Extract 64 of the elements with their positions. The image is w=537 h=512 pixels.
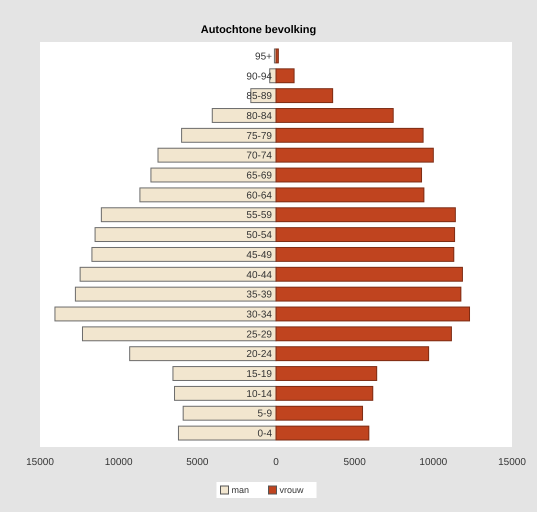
y-tick-label: 25-29 (246, 329, 272, 340)
y-tick-label: 10-14 (246, 388, 272, 400)
bar (276, 426, 370, 441)
legend-label: man (232, 485, 250, 496)
bar (276, 187, 424, 202)
y-tick-label: 40-44 (246, 270, 272, 281)
bar (276, 68, 295, 84)
y-tick-label: 75-79 (246, 130, 272, 142)
bar (158, 148, 276, 163)
bar (276, 266, 463, 282)
y-tick-label: 45-49 (246, 250, 272, 261)
bar (100, 207, 276, 222)
bar (94, 227, 276, 242)
x-tick-label: 15000 (26, 457, 54, 468)
y-tick-label: 95+ (255, 51, 272, 62)
bar (276, 326, 452, 342)
y-tick-label: 50-54 (246, 230, 272, 242)
bar (276, 406, 364, 421)
bar (276, 306, 470, 322)
bar (276, 386, 374, 401)
bar (150, 168, 276, 182)
y-tick-label: 20-24 (246, 349, 272, 360)
bar (178, 426, 276, 441)
x-tick-label: 10000 (104, 457, 134, 468)
bar (276, 246, 454, 262)
bar (276, 168, 422, 182)
bar (276, 366, 378, 381)
bar (276, 108, 394, 123)
legend-label: vrouw (280, 485, 304, 496)
y-tick-label: 55-59 (246, 210, 272, 222)
bar (82, 326, 276, 342)
y-tick-label: 30-34 (246, 309, 272, 320)
bar (129, 346, 276, 362)
x-tick-label: 0 (273, 457, 280, 468)
bar (276, 88, 334, 104)
bar (276, 346, 430, 362)
bar (276, 48, 279, 64)
x-tick-label: 5000 (344, 457, 366, 468)
y-tick-label: 70-74 (246, 150, 272, 162)
y-tick-label: 60-64 (246, 190, 272, 202)
chart-title: Autochtone bevolking (200, 24, 316, 36)
bar (276, 128, 424, 143)
y-tick-label: 5-9 (258, 408, 272, 420)
bar (91, 246, 276, 262)
bar (139, 187, 276, 202)
bar (181, 128, 276, 143)
bar (276, 207, 456, 222)
y-tick-label: 15-19 (246, 369, 272, 380)
bar (182, 406, 276, 421)
y-tick-label: 0-4 (258, 428, 272, 440)
x-tick-label: 5000 (186, 457, 209, 468)
y-tick-label: 80-84 (246, 110, 272, 122)
bar (74, 286, 276, 302)
bar (174, 386, 276, 401)
bar (80, 266, 276, 282)
x-tick-label: 10000 (419, 457, 448, 468)
bar (172, 366, 276, 381)
y-tick-label: 35-39 (246, 290, 272, 301)
bar (54, 306, 276, 322)
bar (276, 148, 434, 163)
bar (276, 227, 456, 242)
bar (276, 286, 462, 302)
x-tick-label: 15000 (498, 457, 526, 468)
y-tick-label: 65-69 (246, 170, 272, 182)
